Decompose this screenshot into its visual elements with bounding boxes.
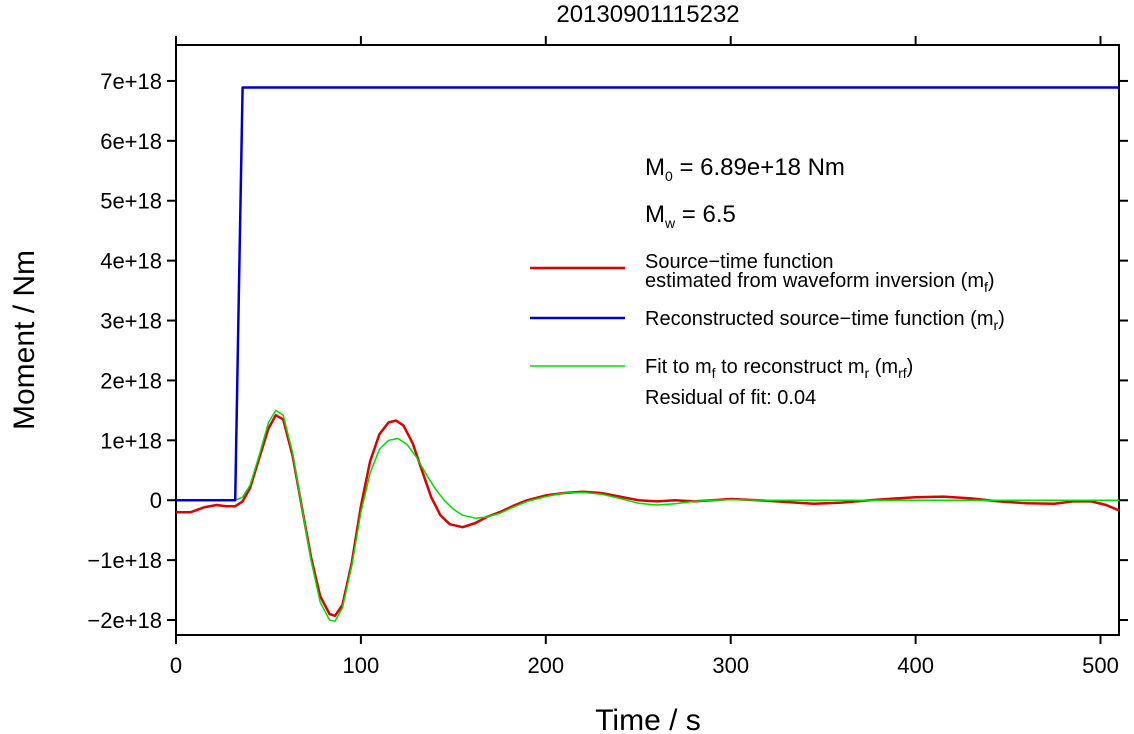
y-tick-label: 5e+18: [100, 189, 162, 214]
legend-red-sub: f: [984, 279, 988, 295]
residual-annotation: Residual of fit: 0.04: [645, 387, 816, 409]
y-tick-label: 1e+18: [100, 428, 162, 453]
axis-ticks: 0 100 200 300 400 500 −2e+18 −1e+18 0 1e+18 2e+18 3…: [87, 36, 1128, 678]
legend-green-sub2: r: [865, 365, 870, 381]
y-tick-label: −1e+18: [87, 548, 162, 573]
mw-sub: w: [664, 215, 676, 231]
chart-title: 20130901115232: [556, 1, 739, 28]
y-tick-label: −2e+18: [87, 608, 162, 633]
plot-frame: [175, 44, 1120, 636]
y-tick-label: 6e+18: [100, 129, 162, 154]
series-group: [176, 86, 1120, 622]
x-axis-title: Time / s: [595, 704, 701, 734]
legend-red-line2: estimated from waveform inversion (mf): [645, 270, 995, 295]
legend-green-mid2: (m: [869, 356, 898, 378]
x-tick-label: 0: [170, 653, 182, 678]
x-tick-label: 300: [712, 653, 749, 678]
legend-blue-text: Reconstructed source−time function (m: [645, 308, 994, 330]
legend-green-sub3: rf: [898, 365, 907, 381]
y-tick-label: 0: [150, 488, 162, 513]
legend-green-tail: ): [907, 356, 914, 378]
m0-sub: 0: [665, 168, 673, 184]
m0-prefix: M: [645, 154, 665, 181]
legend-blue-sub: r: [994, 317, 999, 333]
m0-value: = 6.89e+18 Nm: [673, 154, 845, 181]
legend-red-line1: Source−time function: [645, 251, 833, 273]
legend-green: Fit to mf to reconstruct mr (mrf): [645, 356, 913, 381]
mw-annotation: Mw = 6.5: [645, 201, 736, 231]
legend: Source−time function estimated from wave…: [530, 251, 1005, 409]
x-tick-label: 100: [343, 653, 380, 678]
m0-annotation: M0 = 6.89e+18 Nm: [645, 154, 845, 184]
mw-value: = 6.5: [675, 201, 736, 228]
series-line-blue: [176, 86, 1119, 502]
legend-red-text: estimated from waveform inversion (m: [645, 270, 984, 292]
legend-green-mid: to reconstruct m: [716, 356, 865, 378]
y-tick-label: 4e+18: [100, 249, 162, 274]
legend-red-tail: ): [988, 270, 995, 292]
legend-blue-tail: ): [998, 308, 1005, 330]
y-tick-label: 3e+18: [100, 309, 162, 334]
y-axis-title: Moment / Nm: [8, 250, 41, 430]
legend-green-a: Fit to m: [645, 356, 712, 378]
series-line-green: [176, 409, 1119, 622]
y-tick-label: 7e+18: [100, 69, 162, 94]
y-tick-label: 2e+18: [100, 368, 162, 393]
x-tick-label: 500: [1082, 653, 1119, 678]
x-tick-label: 200: [527, 653, 564, 678]
legend-blue: Reconstructed source−time function (mr): [645, 308, 1005, 333]
x-tick-label: 400: [897, 653, 934, 678]
series-line-red: [176, 413, 1120, 618]
mw-prefix: M: [645, 201, 665, 228]
legend-green-sub1: f: [712, 365, 716, 381]
